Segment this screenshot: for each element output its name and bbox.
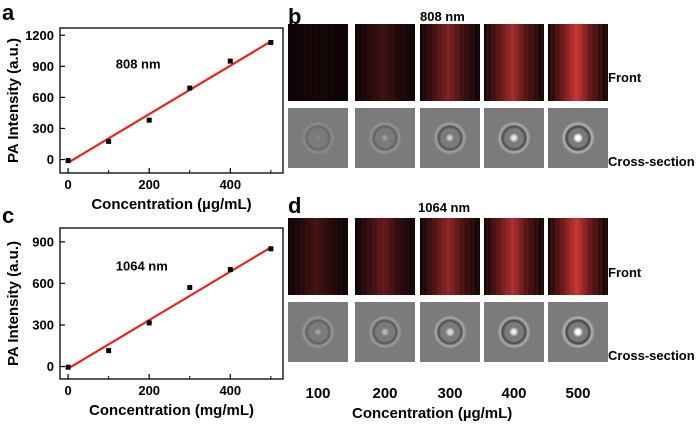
data-point	[106, 138, 112, 144]
front-image-tile	[355, 218, 415, 295]
wavelength-label-d: 1064 nm	[418, 200, 471, 215]
cross-section-core	[314, 328, 322, 336]
front-signal-stripes	[484, 218, 544, 295]
cross-section-core	[573, 133, 583, 143]
conc-label-200: 200	[372, 385, 398, 402]
x-tick-label: 200	[138, 177, 160, 192]
cross-section-ring	[368, 315, 402, 349]
y-axis-title: PA Intensity (a.u.)	[5, 38, 22, 163]
front-signal-stripes	[548, 218, 608, 295]
row-label-cross-b: Cross-section	[608, 154, 695, 169]
fit-line	[67, 246, 272, 370]
front-image-tile	[484, 218, 544, 295]
x-axis-title: Concentration (µg/mL)	[91, 196, 251, 213]
data-point	[65, 364, 71, 370]
y-tick-label: 0	[47, 152, 54, 167]
cross-section-image-tile	[420, 302, 480, 362]
cross-section-image-tile	[355, 108, 415, 168]
cross-section-image-tile	[484, 108, 544, 168]
panel-letter-c: c	[2, 203, 15, 228]
data-point	[268, 246, 274, 252]
data-point	[146, 320, 152, 326]
cross-section-core	[509, 133, 519, 143]
data-point	[227, 58, 233, 64]
panel-letter-a: a	[2, 0, 15, 25]
fit-line	[67, 40, 272, 164]
x-axis-title: Concentration (mg/mL)	[89, 402, 254, 419]
cross-section-ring	[301, 315, 335, 349]
front-signal-stripes	[484, 24, 544, 101]
cross-section-core	[381, 134, 389, 142]
x-tick-label: 400	[219, 177, 241, 192]
x-tick-label: 0	[64, 177, 71, 192]
front-signal-stripes	[420, 24, 480, 101]
y-tick-label: 1200	[25, 28, 54, 43]
cross-section-ring	[301, 121, 335, 155]
row-label-front-b: Front	[608, 70, 642, 85]
front-image-tile	[288, 24, 348, 101]
y-tick-label: 900	[32, 234, 54, 249]
cross-section-core	[381, 328, 389, 336]
front-signal-stripes	[288, 218, 348, 295]
front-image-tile	[548, 218, 608, 295]
x-tick-label: 0	[64, 383, 71, 398]
x-tick-label: 400	[219, 383, 241, 398]
data-point	[106, 348, 112, 354]
front-signal-stripes	[355, 24, 415, 101]
front-image-tile	[548, 24, 608, 101]
conc-label-500: 500	[565, 385, 591, 402]
y-tick-label: 600	[32, 90, 54, 105]
front-signal-stripes	[288, 24, 348, 101]
data-point	[187, 85, 193, 91]
cross-section-core	[573, 327, 583, 337]
conc-label-400: 400	[501, 385, 527, 402]
conc-label-300: 300	[437, 385, 463, 402]
front-image-tile	[420, 218, 480, 295]
cross-section-image-tile	[288, 108, 348, 168]
panel-letter-b: b	[288, 4, 302, 29]
plot-frame	[59, 227, 284, 380]
front-image-tile	[420, 24, 480, 101]
front-signal-stripes	[548, 24, 608, 101]
y-tick-label: 300	[32, 121, 54, 136]
front-image-tile	[484, 24, 544, 101]
panel-letter-d: d	[288, 193, 302, 218]
image-x-title: Concentration (µg/mL)	[352, 405, 513, 422]
y-tick-label: 300	[32, 317, 54, 332]
front-image-tile	[288, 218, 348, 295]
data-point	[65, 158, 71, 164]
conc-label-100: 100	[305, 385, 331, 402]
cross-section-core	[314, 134, 322, 142]
wavelength-annotation: 808 nm	[116, 57, 161, 72]
cross-section-core	[445, 327, 455, 337]
y-tick-label: 900	[32, 59, 54, 74]
front-signal-stripes	[420, 218, 480, 295]
cross-section-image-tile	[288, 302, 348, 362]
y-axis-title: PA Intensity (a.u.)	[5, 241, 22, 366]
data-point	[227, 267, 233, 273]
data-point	[146, 117, 152, 123]
plot-frame	[59, 27, 284, 174]
data-point	[268, 40, 274, 45]
y-tick-label: 600	[32, 276, 54, 291]
row-label-front-d: Front	[608, 265, 642, 280]
cross-section-image-tile	[355, 302, 415, 362]
data-point	[187, 285, 193, 291]
cross-section-core	[445, 133, 455, 143]
wavelength-annotation: 1064 nm	[116, 258, 168, 273]
y-tick-label: 0	[47, 359, 54, 374]
cross-section-image-tile	[484, 302, 544, 362]
wavelength-label-b: 808 nm	[420, 9, 465, 24]
cross-section-core	[509, 327, 519, 337]
front-image-tile	[355, 24, 415, 101]
cross-section-image-tile	[420, 108, 480, 168]
row-label-cross-d: Cross-section	[608, 348, 695, 363]
x-tick-label: 200	[138, 383, 160, 398]
front-signal-stripes	[355, 218, 415, 295]
cross-section-image-tile	[548, 108, 608, 168]
cross-section-image-tile	[548, 302, 608, 362]
cross-section-ring	[368, 121, 402, 155]
